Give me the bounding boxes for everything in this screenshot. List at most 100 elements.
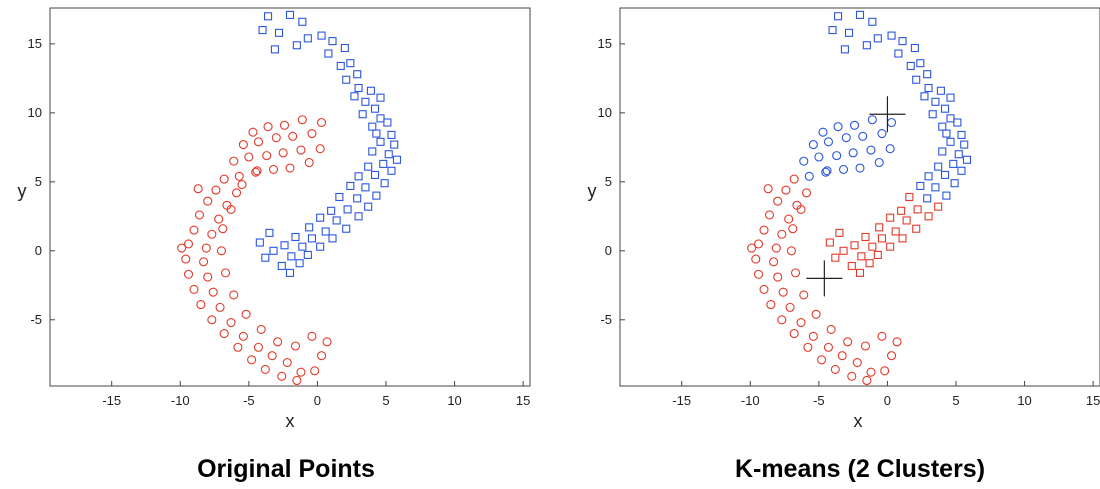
square-point [861,232,870,242]
square-point [898,234,907,243]
square-point [392,155,402,164]
square-point [949,159,958,168]
x-tick-label: -10 [741,393,760,408]
circle-point [885,144,895,154]
square-point [291,232,300,242]
circle-point [256,324,266,334]
square-point [305,223,314,232]
circle-point [208,287,218,297]
y-axis-label: y [588,181,597,201]
circle-point [290,341,301,351]
circle-point [801,188,812,198]
square-point [868,242,877,251]
circle-point [837,351,847,361]
y-tick-label: 0 [35,243,42,258]
circle-point [823,342,834,352]
square-point [957,166,966,175]
circle-point [773,196,783,206]
square-point [857,252,866,261]
circle-point [207,229,217,239]
circle-point [219,174,229,184]
square-point [287,252,296,261]
square-point [950,179,959,188]
square-point [839,246,848,255]
circle-point [268,164,279,174]
circle-point [789,174,799,184]
x-tick-label: 5 [382,393,389,408]
square-point [261,253,270,262]
circle-point [304,157,314,168]
circle-point [799,290,809,300]
circle-point [880,366,890,376]
square-point [946,93,955,102]
circle-point [821,167,831,177]
circle-point [278,148,288,158]
circle-point [785,302,795,312]
circle-point [841,133,851,143]
circle-point [759,284,769,294]
square-point [277,261,286,271]
square-point [361,97,370,106]
circle-point [316,117,327,128]
circle-point [260,364,270,374]
x-tick-label: -15 [672,393,691,408]
circle-point [790,268,801,278]
circle-point [241,309,251,319]
square-point [376,93,385,102]
circle-point [177,243,187,253]
circle-point [238,140,248,150]
x-tick-label: -5 [243,393,255,408]
circle-point [811,309,821,319]
circle-point [892,337,902,347]
square-point [946,114,955,123]
square-point [307,234,316,243]
x-tick-label: 0 [314,393,321,408]
square-point [916,59,925,68]
circle-point [817,355,827,365]
circle-point [823,137,834,147]
y-tick-label: 10 [28,105,42,120]
square-point [303,250,312,259]
square-point [928,110,937,119]
circle-point [877,128,887,139]
y-tick-label: -5 [30,312,42,327]
square-point [361,183,370,192]
square-point [931,183,940,192]
plot-frame [49,7,531,387]
circle-point [855,163,865,173]
y-tick-label: 10 [598,105,612,120]
circle-point [229,156,239,166]
circle-point [252,166,262,176]
circle-point [273,337,283,347]
circle-point [766,300,776,310]
square-point [366,86,375,95]
circle-point [788,224,798,234]
y-tick-label: 5 [35,174,42,189]
square-point [387,166,396,175]
square-point [960,140,969,149]
square-point [862,41,871,50]
circle-point [203,196,213,206]
circle-point [214,214,224,224]
square-point [855,268,865,277]
plot-frame [619,7,1100,387]
circle-point [753,239,764,249]
square-point [327,206,336,215]
square-point [353,70,362,79]
circle-point [769,257,779,267]
square-point [364,202,373,211]
square-point [354,83,363,93]
square-point [265,228,274,237]
circle-point [277,371,287,381]
circle-point [226,204,236,214]
circle-point [796,204,806,214]
circle-point [183,239,194,249]
circle-point [777,229,787,239]
circle-point [238,331,248,341]
circle-point [804,171,814,181]
square-point [844,28,854,37]
square-point [850,241,859,250]
square-point [343,205,352,214]
square-point [328,234,337,243]
circle-point [292,375,302,386]
